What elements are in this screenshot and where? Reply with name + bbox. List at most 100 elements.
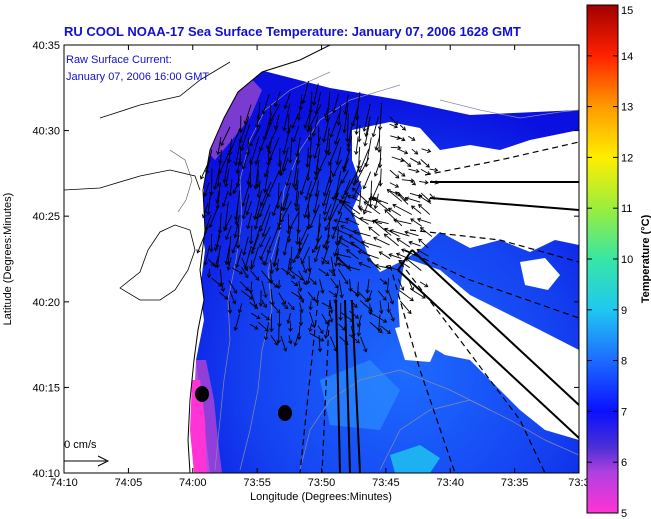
- current-vector: [420, 159, 430, 168]
- current-vector: [395, 191, 409, 205]
- current-vector: [399, 124, 406, 131]
- inland-contour-3: [99, 61, 231, 119]
- current-vector: [290, 280, 299, 287]
- current-vector: [335, 146, 342, 166]
- current-vector: [329, 301, 334, 314]
- current-vector: [233, 215, 240, 239]
- current-vector: [203, 182, 210, 198]
- current-vector: [357, 291, 369, 303]
- current-vector: [222, 158, 229, 184]
- current-vector: [331, 196, 351, 204]
- current-vector: [278, 292, 286, 305]
- y-tick-label: 40:30: [32, 126, 60, 138]
- cloud-mask-small-2: [520, 258, 560, 290]
- current-vector: [358, 148, 370, 173]
- x-axis-label: Longitude (Degrees:Minutes): [250, 491, 392, 503]
- current-vector: [333, 218, 349, 224]
- shipping-lane-dashed: [321, 299, 331, 473]
- current-vector: [208, 204, 220, 229]
- current-vector: [332, 159, 342, 178]
- current-vector: [299, 302, 304, 314]
- current-vector: [338, 323, 346, 331]
- current-vector: [250, 233, 260, 255]
- inland-contour-4: [169, 149, 193, 213]
- current-vector: [339, 336, 349, 346]
- current-vector: [311, 235, 323, 254]
- current-vector: [408, 135, 416, 141]
- current-vector: [206, 269, 212, 279]
- current-vector: [365, 279, 370, 294]
- current-vector: [328, 269, 336, 277]
- bathymetry-contour: [379, 399, 579, 471]
- shipping-lanes-dashed: [299, 141, 579, 473]
- current-vector: [419, 281, 429, 288]
- shipping-lane-solid: [335, 299, 341, 473]
- current-vector: [292, 247, 302, 264]
- current-vector: [340, 225, 360, 236]
- current-vector: [263, 321, 270, 341]
- current-vector: [389, 123, 399, 129]
- current-vector: [404, 196, 421, 203]
- current-vector: [228, 179, 233, 197]
- current-vector: [282, 235, 289, 256]
- current-vector: [363, 124, 370, 147]
- current-vector: [237, 303, 243, 314]
- current-vector: [213, 234, 221, 252]
- current-vector: [221, 190, 229, 208]
- current-vector: [400, 157, 412, 168]
- shipping-lane-solid: [344, 299, 351, 473]
- current-vector: [373, 236, 390, 246]
- current-vector: [281, 302, 289, 310]
- current-vector: [308, 323, 313, 333]
- current-vector: [330, 278, 339, 289]
- current-vector: [317, 325, 324, 335]
- current-vector: [408, 168, 420, 174]
- x-axis-ticks: 74:10 74:05 74:00 73:55 73:50 73:45 73:40 73:35…: [50, 45, 590, 489]
- current-vector: [324, 127, 330, 155]
- y-tick-label: 40:10: [32, 468, 60, 480]
- current-vector: [366, 258, 381, 270]
- current-vector: [196, 226, 209, 254]
- current-vector: [411, 148, 419, 155]
- current-vector: [334, 226, 340, 246]
- current-vector: [224, 246, 230, 266]
- current-vector: [321, 181, 332, 207]
- current-vector: [338, 200, 353, 214]
- current-vector: [249, 259, 254, 271]
- current-vector: [226, 257, 232, 271]
- current-vector: [241, 193, 250, 220]
- shipping-lane-dashed: [404, 249, 579, 319]
- current-vector: [397, 278, 405, 291]
- shipping-lane-dashed: [299, 299, 319, 473]
- y-tick-label: 40:25: [32, 211, 60, 223]
- current-vector: [304, 181, 312, 201]
- current-vector: [250, 270, 260, 281]
- current-vector: [213, 168, 220, 190]
- x-tick-label: 74:00: [179, 477, 207, 489]
- current-vector: [371, 197, 391, 213]
- current-vector: [307, 291, 316, 302]
- current-vector: [408, 240, 421, 247]
- current-vector: [232, 179, 241, 195]
- bathymetry-contour: [439, 99, 579, 119]
- current-vector: [300, 257, 308, 274]
- current-vector: [410, 157, 422, 165]
- current-vector: [248, 281, 254, 294]
- current-vector: [296, 325, 302, 341]
- current-vector: [292, 125, 300, 143]
- current-vector: [248, 225, 254, 245]
- current-vector: [262, 170, 269, 194]
- current-vector: [419, 180, 429, 185]
- inland-contour-1: [64, 169, 201, 191]
- current-vector: [263, 157, 272, 178]
- current-vector: [341, 170, 349, 184]
- current-vector: [276, 279, 282, 290]
- current-vector: [368, 226, 380, 237]
- current-vector: [271, 191, 283, 217]
- colorbar-ticks: 5 6 7 8 9 10 11 12 13 14 15: [587, 4, 633, 519]
- current-vector: [352, 229, 371, 237]
- current-vector: [269, 313, 274, 333]
- current-vector: [348, 234, 369, 248]
- current-vector: [283, 92, 291, 110]
- current-vector: [338, 302, 343, 321]
